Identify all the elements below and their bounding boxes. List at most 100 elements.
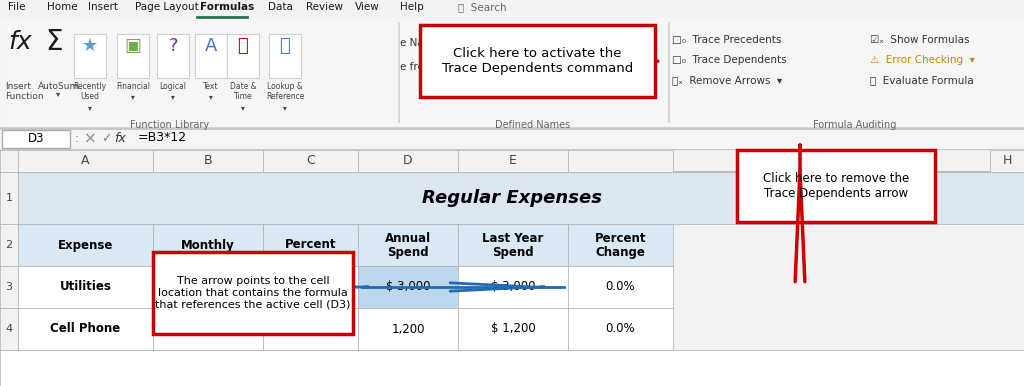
Bar	[568, 308, 673, 350]
Bar	[0, 224, 18, 266]
Text: Spend: Spend	[387, 246, 429, 259]
Text: $ 100: $ 100	[191, 322, 224, 335]
Text: Review: Review	[306, 2, 343, 12]
Text: =B3*12: =B3*12	[138, 131, 187, 144]
Bar	[196, 16, 248, 18]
Text: Last Year: Last Year	[482, 232, 544, 245]
Text: ⌕  Search: ⌕ Search	[458, 2, 507, 12]
Bar	[18, 224, 153, 266]
Text: $ 1,200: $ 1,200	[490, 322, 536, 335]
Bar	[358, 150, 458, 172]
Text: $ 3,000: $ 3,000	[386, 281, 430, 293]
Text: ☑ₓ  Show Formulas: ☑ₓ Show Formulas	[870, 35, 970, 45]
Bar	[0, 172, 18, 224]
Text: Insert
Function: Insert Function	[5, 82, 44, 102]
Bar	[458, 308, 568, 350]
Bar	[153, 224, 263, 266]
Bar	[18, 150, 153, 172]
Bar	[990, 150, 1024, 172]
Bar	[263, 224, 358, 266]
Text: 1,200: 1,200	[391, 322, 425, 335]
Bar	[458, 266, 568, 308]
Text: Formula Auditing: Formula Auditing	[813, 120, 897, 130]
Bar	[153, 150, 263, 172]
Bar	[458, 150, 568, 172]
Bar	[18, 266, 153, 308]
Text: E: E	[509, 154, 517, 168]
Text: Formulas: Formulas	[200, 2, 254, 12]
Bar	[358, 266, 458, 308]
Bar	[0, 0, 1024, 18]
Text: Recently
Used
▾: Recently Used ▾	[74, 82, 106, 112]
Text: 3: 3	[5, 282, 12, 292]
Bar	[0, 127, 1024, 128]
Text: 0.0%: 0.0%	[605, 322, 635, 335]
Text: B: B	[204, 154, 212, 168]
Text: Defined Names: Defined Names	[496, 120, 570, 130]
Bar	[358, 308, 458, 350]
Bar	[0, 308, 18, 350]
Text: A: A	[205, 37, 217, 55]
Text: 1: 1	[5, 193, 12, 203]
Text: $ 3,000: $ 3,000	[490, 281, 536, 293]
Circle shape	[253, 282, 263, 292]
Text: 0.0%: 0.0%	[605, 281, 635, 293]
Text: $ 250: $ 250	[191, 281, 224, 293]
Text: Monthly: Monthly	[181, 239, 234, 252]
Bar	[358, 224, 458, 266]
Bar	[0, 128, 1024, 150]
Text: ×: ×	[84, 132, 96, 147]
Bar	[0, 150, 18, 172]
Text: H: H	[1002, 154, 1012, 168]
Text: A: A	[81, 154, 90, 168]
Text: 4: 4	[5, 324, 12, 334]
Bar	[227, 34, 259, 78]
Bar	[0, 350, 1024, 386]
Bar	[117, 34, 150, 78]
Text: Σ: Σ	[45, 28, 62, 56]
Text: D: D	[403, 154, 413, 168]
Bar	[18, 308, 153, 350]
Bar	[153, 308, 263, 350]
Bar	[263, 308, 358, 350]
Text: ⭳ₓ  Remove Arrows  ▾: ⭳ₓ Remove Arrows ▾	[672, 75, 782, 85]
Bar	[18, 172, 1024, 224]
Text: Cell Phone: Cell Phone	[50, 322, 121, 335]
Bar	[0, 266, 18, 308]
Text: Lookup &
Reference
▾: Lookup & Reference ▾	[266, 82, 304, 112]
Bar	[0, 128, 1024, 129]
Text: Click here to remove the
Trace Dependents arrow: Click here to remove the Trace Dependent…	[763, 172, 909, 200]
Text: fx: fx	[114, 132, 126, 146]
Text: ✓: ✓	[100, 132, 112, 146]
Bar	[458, 224, 568, 266]
Bar	[568, 224, 673, 266]
Bar	[263, 150, 358, 172]
Text: fx: fx	[8, 30, 32, 54]
Text: :: :	[75, 132, 79, 146]
Text: ⌚: ⌚	[238, 37, 249, 55]
Bar	[2, 130, 70, 148]
Text: Financial
▾: Financial ▾	[116, 82, 150, 102]
Text: Help: Help	[400, 2, 424, 12]
Text: Annual: Annual	[385, 232, 431, 245]
Text: D3: D3	[28, 132, 44, 146]
Text: Change: Change	[596, 246, 645, 259]
Bar	[0, 171, 1024, 172]
Text: File: File	[8, 2, 26, 12]
Text: ▾: ▾	[56, 89, 60, 98]
Bar	[269, 34, 301, 78]
Bar	[263, 266, 358, 308]
Bar	[0, 149, 1024, 150]
Text: Page Layout: Page Layout	[135, 2, 199, 12]
Text: Expense: Expense	[57, 239, 114, 252]
Text: Percent: Percent	[285, 239, 336, 252]
Bar	[157, 34, 189, 78]
Text: The arrow points to the cell
location that contains the formula
that references : The arrow points to the cell location th…	[156, 276, 350, 310]
Bar	[74, 34, 106, 78]
Bar	[0, 18, 1024, 128]
Bar	[568, 150, 673, 172]
Text: Utilities: Utilities	[59, 281, 112, 293]
Text: Spend: Spend	[493, 246, 534, 259]
Bar	[568, 266, 673, 308]
Text: C: C	[306, 154, 314, 168]
